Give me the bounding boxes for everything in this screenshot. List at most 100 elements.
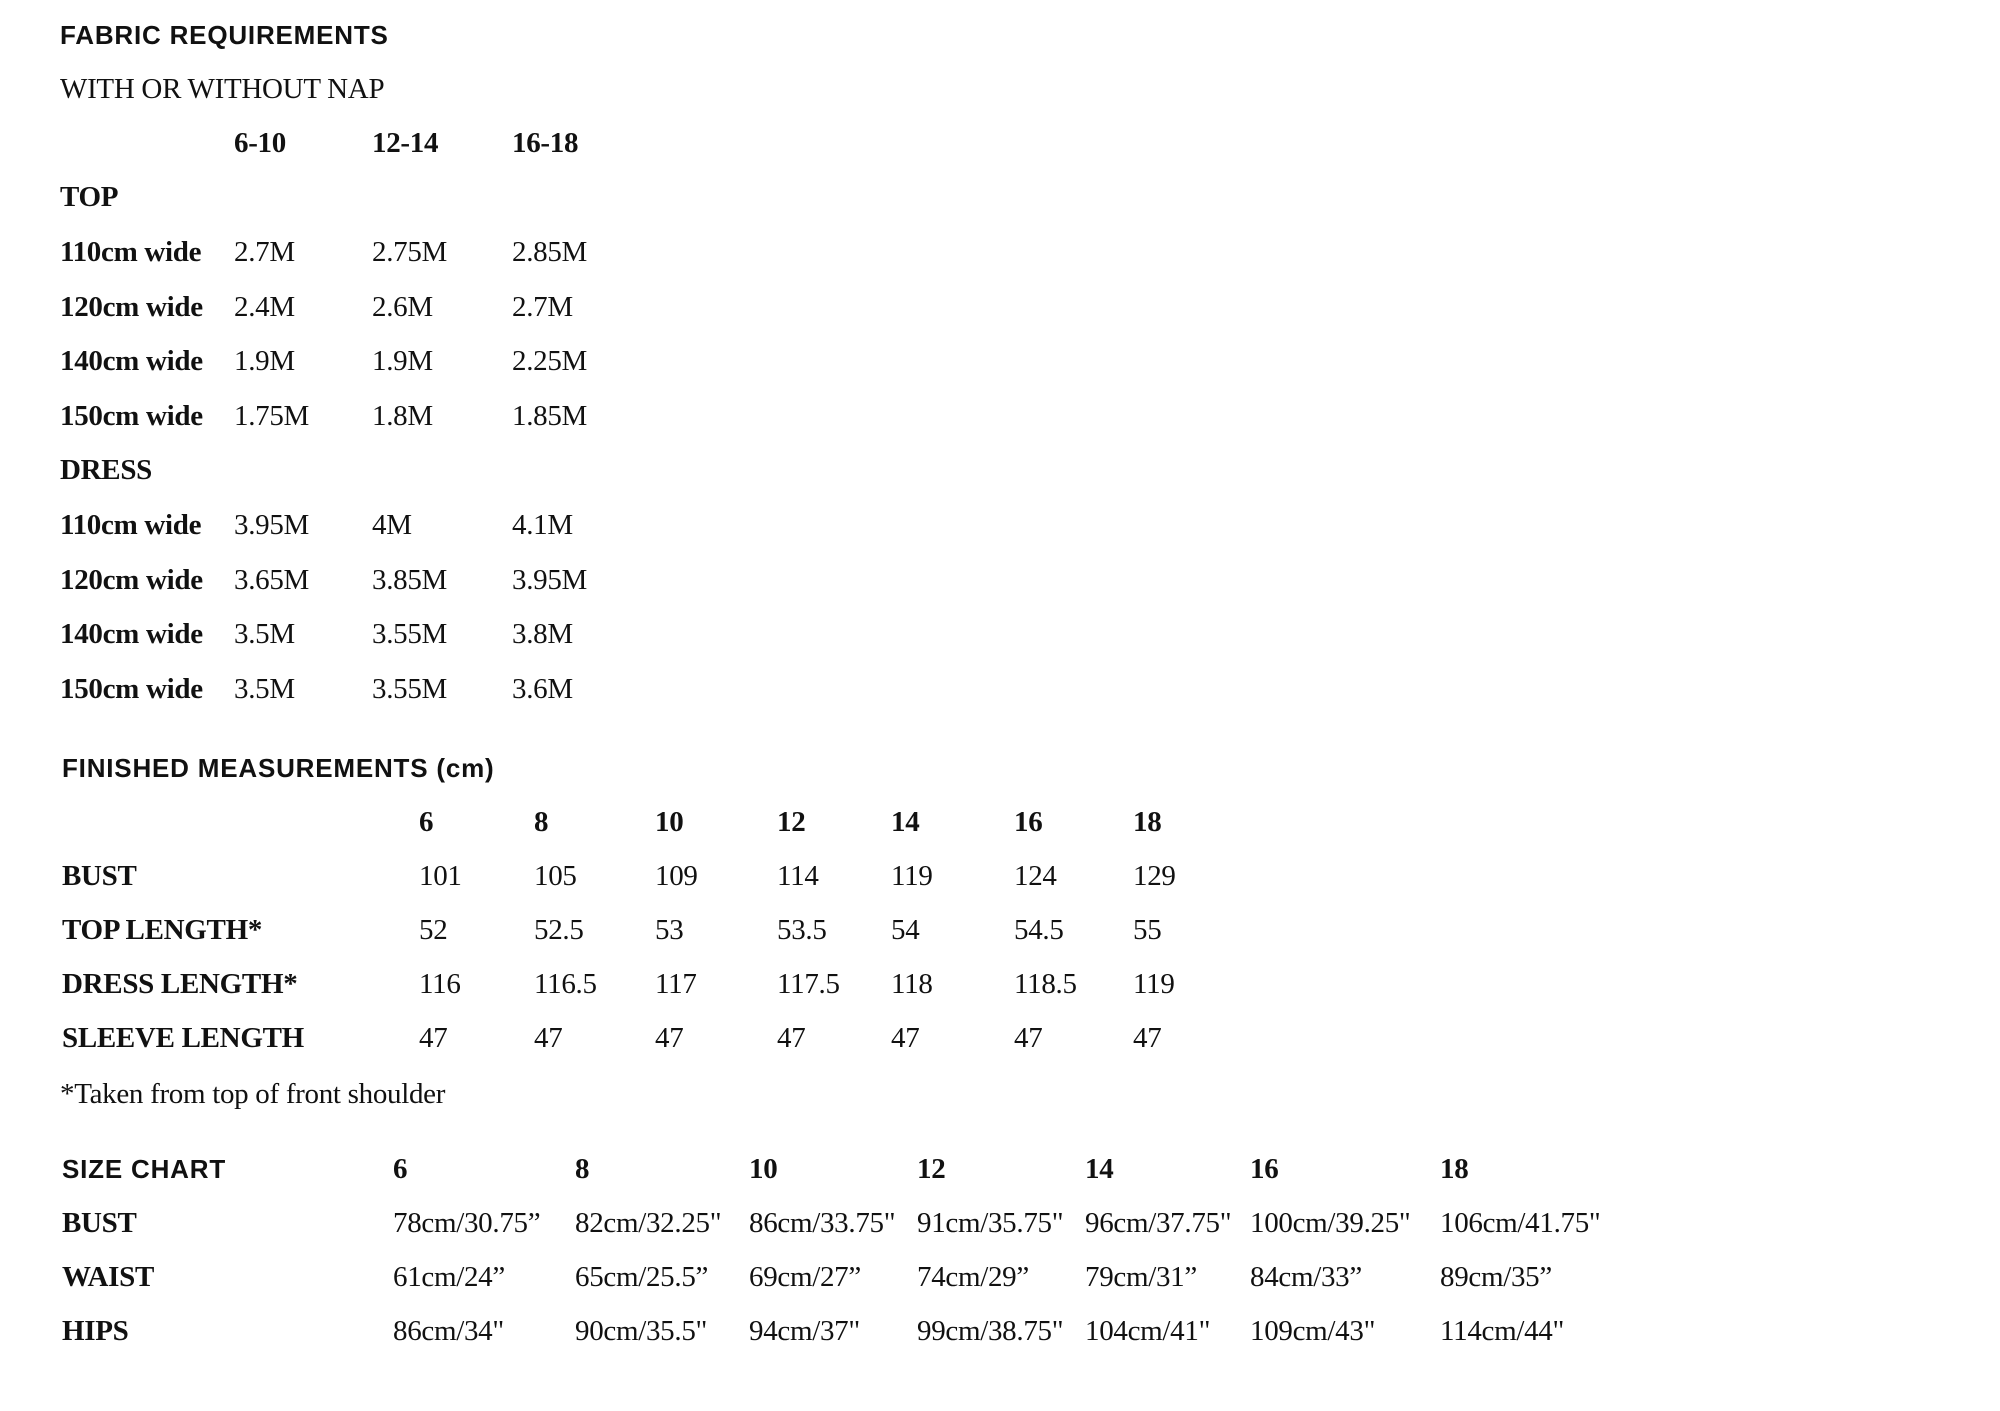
fabric-row-label: 110cm wide	[60, 236, 202, 268]
size-chart-cell: 78cm/30.75”	[393, 1207, 541, 1239]
finished-cell: 47	[419, 1022, 448, 1054]
finished-cell: 101	[419, 860, 462, 892]
fabric-subtitle: WITH OR WITHOUT NAP	[60, 73, 385, 105]
fabric-cell: 3.55M	[372, 672, 448, 705]
fabric-cell: 2.25M	[512, 345, 588, 377]
size-chart-column-header: 6	[393, 1153, 408, 1185]
finished-cell: 47	[655, 1022, 684, 1054]
finished-column-header: 12	[777, 806, 806, 838]
fabric-row-label: 150cm wide	[60, 399, 203, 432]
finished-cell: 47	[534, 1022, 563, 1054]
finished-row-label: DRESS LENGTH*	[62, 968, 298, 1000]
fabric-cell: 3.6M	[512, 672, 573, 705]
fabric-cell: 3.85M	[372, 563, 448, 596]
size-chart-title: SIZE CHART	[62, 1154, 226, 1184]
finished-row-label: SLEEVE LENGTH	[62, 1022, 304, 1054]
fabric-cell: 2.75M	[372, 236, 448, 268]
size-chart-cell: 99cm/38.75"	[917, 1315, 1064, 1347]
fabric-cell: 2.85M	[512, 236, 588, 268]
finished-cell: 116	[419, 968, 461, 1000]
size-chart-cell: 69cm/27”	[749, 1261, 861, 1293]
size-chart-cell: 61cm/24”	[393, 1261, 505, 1293]
size-chart-cell: 74cm/29”	[917, 1261, 1029, 1293]
fabric-cell: 3.95M	[234, 509, 310, 541]
finished-cell: 52.5	[534, 914, 584, 946]
finished-row-label: TOP LENGTH*	[62, 914, 263, 946]
fabric-cell: 2.4M	[234, 290, 295, 323]
fabric-row-label: 140cm wide	[60, 618, 203, 650]
fabric-column-header: 12-14	[372, 127, 439, 159]
fabric-row-label: 120cm wide	[60, 290, 203, 323]
size-chart-cell: 90cm/35.5"	[575, 1315, 708, 1347]
finished-cell: 129	[1133, 860, 1176, 892]
fabric-section-label: DRESS	[60, 454, 152, 486]
fabric-title: FABRIC REQUIREMENTS	[60, 20, 389, 50]
fabric-cell: 1.75M	[234, 399, 310, 432]
size-chart-cell: 106cm/41.75"	[1440, 1207, 1601, 1239]
finished-title: FINISHED MEASUREMENTS (cm)	[62, 753, 495, 783]
size-chart-cell: 114cm/44"	[1440, 1315, 1565, 1347]
fabric-cell: 2.7M	[234, 236, 295, 268]
finished-column-header: 14	[891, 806, 920, 838]
size-chart-cell: 104cm/41"	[1085, 1315, 1211, 1347]
finished-column-header: 10	[655, 806, 684, 838]
finished-cell: 47	[777, 1022, 806, 1054]
fabric-row-label: 140cm wide	[60, 345, 203, 377]
fabric-cell: 2.7M	[512, 290, 573, 323]
size-chart-column-header: 14	[1085, 1153, 1114, 1185]
finished-cell: 55	[1133, 914, 1162, 946]
size-chart-row-label: WAIST	[62, 1261, 154, 1293]
finished-cell: 54	[891, 914, 920, 946]
fabric-cell: 3.5M	[234, 672, 295, 705]
finished-cell: 47	[891, 1022, 920, 1054]
fabric-cell: 3.95M	[512, 563, 588, 596]
size-chart-cell: 82cm/32.25"	[575, 1207, 722, 1239]
fabric-cell: 3.8M	[512, 618, 573, 650]
size-chart-column-header: 8	[575, 1153, 590, 1185]
fabric-cell: 2.6M	[372, 290, 433, 323]
size-chart-cell: 94cm/37"	[749, 1315, 860, 1347]
finished-cell: 54.5	[1014, 914, 1064, 946]
finished-column-header: 8	[534, 806, 549, 838]
fabric-section-label: TOP	[60, 181, 119, 213]
finished-cell: 118.5	[1014, 968, 1077, 1000]
finished-cell: 124	[1014, 860, 1057, 892]
finished-cell: 47	[1133, 1022, 1162, 1054]
finished-cell: 114	[777, 860, 819, 892]
size-chart-column-header: 18	[1440, 1153, 1469, 1185]
size-chart-cell: 91cm/35.75"	[917, 1207, 1064, 1239]
finished-cell: 53	[655, 914, 684, 946]
fabric-cell: 4.1M	[512, 509, 573, 541]
fabric-cell: 3.65M	[234, 563, 310, 596]
finished-cell: 117	[655, 968, 697, 1000]
size-chart-column-header: 12	[917, 1153, 946, 1185]
finished-cell: 109	[655, 860, 698, 892]
finished-column-header: 6	[419, 806, 434, 838]
fabric-column-header: 16-18	[512, 127, 579, 159]
size-chart-cell: 100cm/39.25"	[1250, 1207, 1411, 1239]
fabric-cell: 4M	[372, 509, 412, 541]
size-chart-column-header: 16	[1250, 1153, 1279, 1185]
finished-cell: 116.5	[534, 968, 597, 1000]
finished-cell: 119	[891, 860, 933, 892]
fabric-cell: 3.55M	[372, 618, 448, 650]
fabric-cell: 3.5M	[234, 618, 295, 650]
finished-cell: 119	[1133, 968, 1175, 1000]
finished-cell: 53.5	[777, 914, 827, 946]
finished-column-header: 16	[1014, 806, 1043, 838]
size-chart-cell: 65cm/25.5”	[575, 1261, 709, 1293]
size-chart-cell: 86cm/34"	[393, 1315, 504, 1347]
fabric-column-header: 6-10	[234, 127, 286, 159]
finished-cell: 118	[891, 968, 933, 1000]
fabric-row-label: 110cm wide	[60, 509, 202, 541]
finished-row-label: BUST	[62, 860, 137, 892]
finished-cell: 47	[1014, 1022, 1043, 1054]
size-chart-cell: 89cm/35”	[1440, 1261, 1552, 1293]
size-chart-row-label: HIPS	[62, 1315, 129, 1347]
size-chart-column-header: 10	[749, 1153, 778, 1185]
finished-cell: 105	[534, 860, 577, 892]
size-chart-cell: 84cm/33”	[1250, 1261, 1362, 1293]
finished-note: *Taken from top of front shoulder	[60, 1078, 446, 1110]
finished-column-header: 18	[1133, 806, 1162, 838]
finished-cell: 117.5	[777, 968, 840, 1000]
